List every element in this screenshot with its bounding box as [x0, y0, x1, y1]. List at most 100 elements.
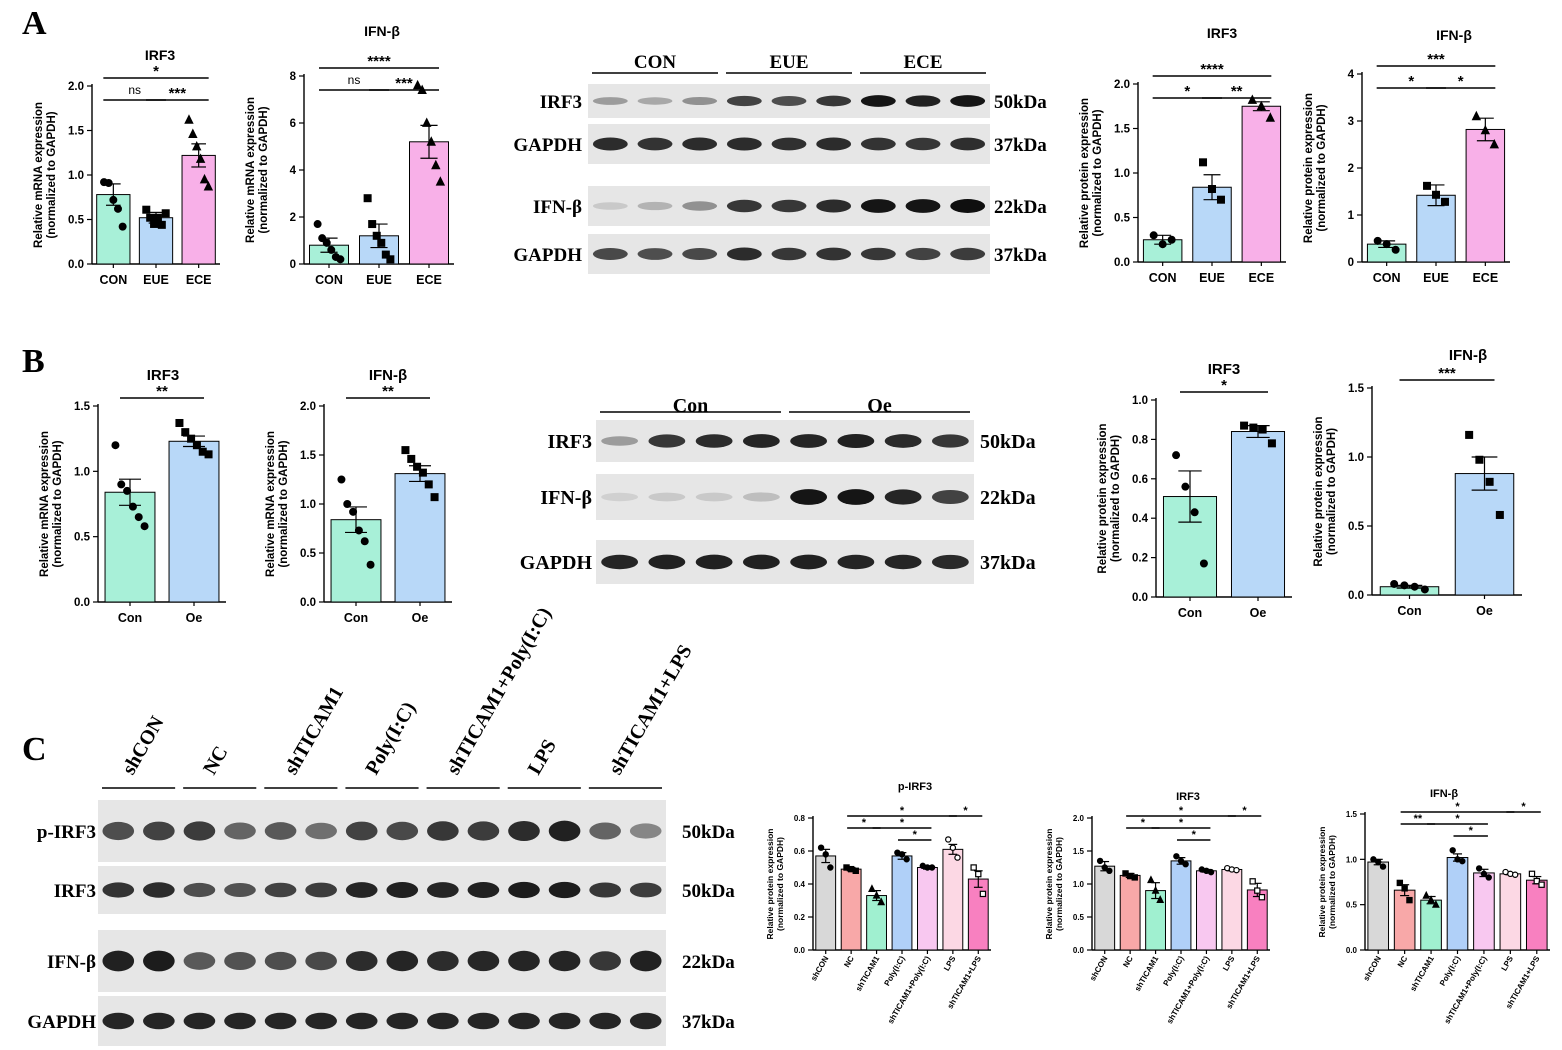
y-tick-label: 2.0	[300, 401, 316, 413]
blot-band	[143, 1012, 175, 1030]
data-point	[877, 897, 886, 906]
chart-b3: IRF3 Relative protein expression(normaliz…	[1097, 361, 1292, 620]
data-point	[1147, 875, 1155, 884]
data-point	[412, 79, 423, 90]
y-tick-label: 2.0	[1114, 79, 1130, 91]
data-point	[157, 220, 166, 229]
data-point	[1475, 455, 1484, 464]
blot-band	[345, 1012, 378, 1030]
significance-label: **	[382, 383, 394, 400]
blot-band	[695, 492, 733, 502]
data-point	[104, 179, 113, 188]
y-axis-label-line: Relative mRNA expression	[39, 431, 51, 577]
blot-band	[386, 821, 419, 841]
x-tick-label: shCON	[1088, 954, 1109, 982]
x-tick-label: ECE	[186, 273, 212, 287]
blot-row-label: IFN-β	[47, 952, 96, 973]
data-point	[113, 204, 122, 213]
x-tick-label: Oe	[412, 611, 429, 625]
data-point	[1410, 582, 1419, 591]
blot-row-label: IFN-β	[533, 197, 582, 218]
data-point	[1401, 885, 1408, 892]
data-point	[1528, 870, 1536, 878]
blot-kda-label: 37kDa	[994, 245, 1047, 266]
group-label: CON	[634, 52, 677, 73]
data-point	[1131, 874, 1138, 881]
western-blot-b: Con Oe IRF3 50kDa IFN-β 22kDa GAPDH 37kDa	[520, 395, 1036, 584]
chart-a2: IFN-β Relative mRNA expression(normalized…	[245, 23, 454, 287]
significance-label: ns	[128, 83, 141, 97]
bar-shTICAM1+Poly(I:C)	[1196, 870, 1217, 951]
blot-kda-label: 22kDa	[980, 487, 1036, 509]
data-point	[354, 526, 363, 535]
y-axis-label: Relative protein expression(normalized t…	[1313, 416, 1338, 566]
blot-band	[629, 823, 662, 839]
data-point	[192, 441, 201, 450]
blot-band	[224, 822, 256, 840]
chart-a3: IRF3 Relative protein expression(normaliz…	[1079, 25, 1286, 285]
chart-title: IFN-β	[1436, 27, 1472, 43]
data-point	[407, 454, 416, 463]
x-tick-label: shCON	[809, 954, 830, 982]
blot-band	[467, 1012, 500, 1030]
data-point	[1423, 181, 1432, 190]
blot-band	[601, 492, 639, 502]
blot-band	[790, 489, 828, 505]
data-point	[1233, 866, 1240, 874]
bar-ECE	[1241, 105, 1282, 263]
blot-band	[183, 952, 216, 970]
group-label: Poly(I:C)	[361, 698, 420, 778]
blot-band	[837, 434, 875, 448]
chart-c1: p-IRF3 Relative protein expression(normal…	[765, 781, 991, 1025]
bar-LPS	[1221, 868, 1243, 951]
data-point	[1391, 245, 1400, 254]
chart-c2: IRF3 Relative protein expression(normaliz…	[1044, 791, 1270, 1025]
significance-label: *	[1521, 801, 1526, 813]
group-label: Con	[673, 395, 709, 417]
blot-membrane	[98, 930, 666, 992]
data-point	[184, 114, 194, 124]
chart-b1: IRF3 Relative mRNA expression(normalized …	[39, 367, 226, 625]
blot-row-label: IRF3	[548, 431, 592, 453]
bar-shTICAM1	[1145, 890, 1166, 951]
blot-band	[682, 96, 718, 106]
y-axis-label: Relative protein expression(normalized t…	[765, 828, 785, 939]
x-tick-label: NC	[1121, 954, 1135, 969]
x-tick-label: NC	[1396, 954, 1410, 969]
blot-band	[548, 881, 581, 899]
data-point	[1181, 482, 1190, 491]
y-tick-label: 0.6	[1132, 474, 1148, 486]
panel-label-b: B	[22, 343, 45, 380]
data-point	[1167, 235, 1176, 244]
y-axis-label-line: (normalized to GAPDH)	[278, 440, 290, 567]
data-point	[318, 234, 327, 243]
y-tick-label: 0.6	[794, 847, 806, 856]
y-tick-label: 0.5	[1114, 213, 1131, 225]
y-axis-label-line: Relative protein expression	[1303, 93, 1315, 243]
data-point	[1431, 190, 1440, 199]
significance-label: *	[913, 829, 918, 841]
y-tick-label: 0.5	[1348, 521, 1365, 533]
blot-band	[264, 822, 297, 840]
blot-band	[305, 1012, 337, 1030]
blot-band	[884, 489, 922, 505]
data-point	[1495, 510, 1504, 519]
data-point	[386, 255, 395, 264]
bar-Con	[104, 491, 156, 603]
y-tick-label: 8	[290, 71, 297, 83]
data-point	[1440, 197, 1449, 206]
blot-band	[589, 822, 621, 840]
y-axis-label-line: Relative mRNA expression	[33, 102, 45, 248]
bar-shTICAM1+Poly(I:C)	[1473, 872, 1495, 951]
data-point	[827, 864, 834, 871]
significance-label: *	[1184, 83, 1190, 100]
blot-band	[264, 951, 297, 971]
data-point	[954, 854, 961, 861]
y-tick-label: 0.4	[1132, 513, 1149, 525]
y-axis-label-line: (normalized to GAPDH)	[1092, 109, 1104, 236]
y-tick-label: 1.0	[1114, 168, 1130, 180]
data-point	[1207, 185, 1216, 194]
blot-kda-label: 50kDa	[682, 822, 735, 843]
blot-band	[467, 821, 500, 841]
blot-row-label: IRF3	[540, 92, 582, 113]
